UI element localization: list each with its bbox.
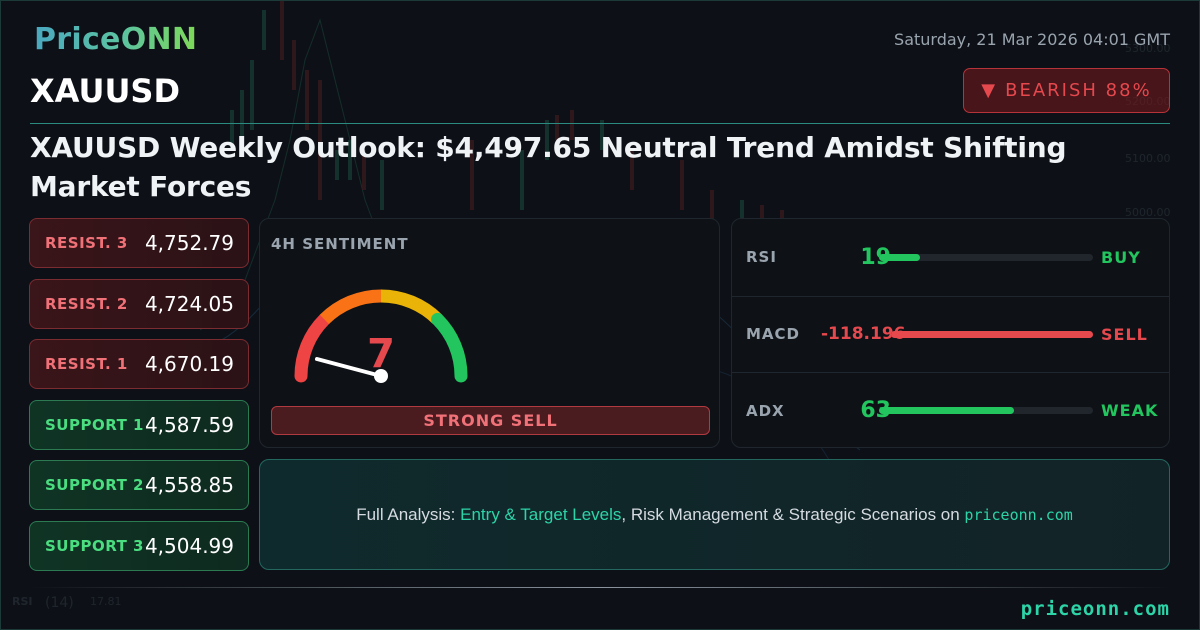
level-resist-3: RESIST. 3 4,752.79 [29, 218, 249, 268]
level-value: 4,752.79 [144, 231, 234, 255]
axis-label: 5300.00 [1125, 42, 1171, 55]
cta-prefix: Full Analysis: [356, 504, 461, 524]
level-value: 4,587.59 [144, 412, 234, 437]
level-label: RESIST. 2 [45, 294, 128, 313]
level-value: 4,724.05 [144, 291, 234, 316]
level-support-2: SUPPORT 2 4,558.85 [29, 460, 249, 510]
level-support-3: SUPPORT 3 4,504.99 [29, 520, 249, 571]
level-value: 4,670.19 [144, 352, 234, 376]
bg-indicator-value: 17.81 [90, 595, 122, 608]
indicators-panel: RSI 19 BUY MACD -118.196 SELL ADX 63 WEA… [731, 218, 1170, 448]
level-support-1: SUPPORT 1 4,587.59 [29, 399, 249, 450]
indicator-bar [879, 253, 1093, 261]
bg-indicator-label: RSI [12, 595, 33, 608]
indicator-signal: BUY [1101, 247, 1141, 267]
datetime-stamp: Saturday, 21 Mar 2026 04:01 GMT [894, 30, 1170, 49]
indicator-bar [879, 407, 1093, 415]
axis-label: 5000.00 [1125, 206, 1171, 219]
sentiment-value: 7 [367, 331, 395, 377]
footer-site-link[interactable]: priceonn.com [1020, 598, 1170, 620]
indicator-signal: SELL [1101, 324, 1148, 344]
headline: XAUUSD Weekly Outlook: $4,497.65 Neutral… [30, 131, 1067, 203]
candles [230, 0, 784, 230]
sentiment-gauge-icon [294, 289, 468, 383]
level-value: 4,558.85 [144, 473, 234, 497]
axis-label: 5100.00 [1125, 152, 1171, 165]
level-label: RESIST. 1 [45, 355, 128, 373]
symbol-title: XAUUSD [30, 72, 181, 110]
level-label: SUPPORT 1 [45, 415, 144, 434]
footer-divider [30, 587, 1170, 588]
indicator-name: MACD [746, 325, 800, 344]
level-label: SUPPORT 3 [45, 536, 144, 555]
sentiment-signal: STRONG SELL [271, 406, 710, 435]
sentiment-title: 4H SENTIMENT [271, 235, 409, 253]
cta-site-link[interactable]: priceonn.com [964, 505, 1073, 524]
bg-indicator-params: (14) [45, 595, 74, 611]
indicator-signal: WEAK [1101, 401, 1159, 421]
full-analysis-cta[interactable]: Full Analysis: Entry & Target Levels , R… [259, 459, 1170, 570]
level-label: SUPPORT 2 [45, 476, 144, 494]
indicator-value: -118.196 [821, 324, 906, 345]
level-resist-2: RESIST. 2 4,724.05 [29, 278, 249, 329]
triangle-down-icon: ▼ [981, 80, 996, 101]
cta-middle: , Risk Management & Strategic Scenarios … [621, 504, 965, 524]
indicator-name: RSI [746, 248, 777, 267]
level-label: RESIST. 3 [45, 234, 128, 252]
indicator-name: ADX [746, 401, 785, 420]
cta-entry-target-link[interactable]: Entry & Target Levels [460, 504, 622, 524]
level-value: 4,504.99 [144, 533, 234, 558]
sentiment-panel: 4H SENTIMENT 7 STRONG SELL [259, 218, 720, 448]
level-resist-1: RESIST. 1 4,670.19 [29, 339, 249, 389]
indicator-adx: ADX 63 WEAK [732, 372, 1169, 447]
priceonn-logo: PriceONN [34, 22, 198, 57]
indicator-rsi: RSI 19 BUY [732, 219, 1169, 296]
bias-badge: ▼ BEARISH 88% [963, 68, 1170, 113]
bias-label: BEARISH 88% [1005, 80, 1152, 101]
indicator-macd: MACD -118.196 SELL [732, 295, 1169, 373]
levels-list: RESIST. 3 4,752.79 RESIST. 2 4,724.05 RE… [29, 218, 249, 581]
indicator-bar [891, 330, 1093, 338]
header-divider [30, 123, 1170, 124]
